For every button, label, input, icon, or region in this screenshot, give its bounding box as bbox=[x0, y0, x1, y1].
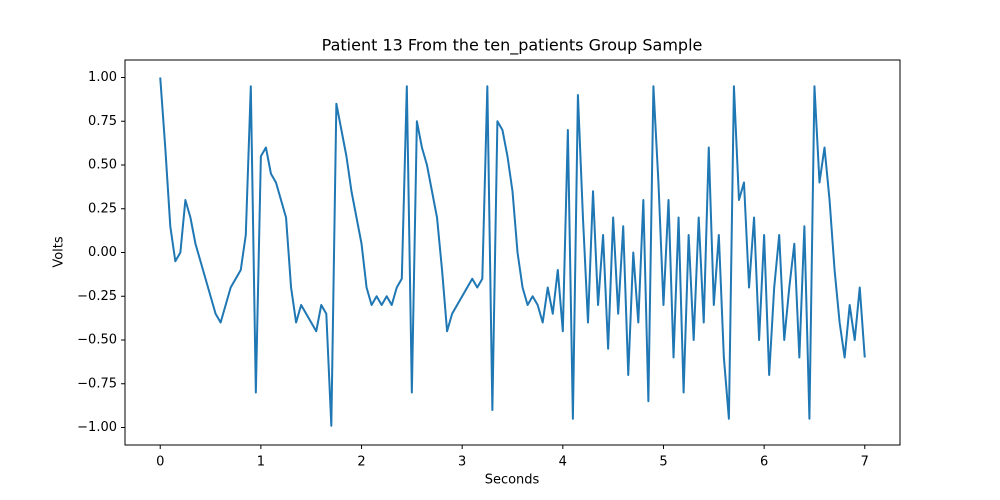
x-tick-label: 3 bbox=[458, 455, 466, 470]
data-line bbox=[159, 77, 866, 427]
plot-frame bbox=[124, 59, 901, 446]
chart-title: Patient 13 From the ten_patients Group S… bbox=[322, 36, 703, 56]
y-tick-label: 0.75 bbox=[88, 114, 117, 129]
x-tick-label: 1 bbox=[257, 455, 265, 470]
y-axis-label: Volts bbox=[52, 236, 67, 268]
y-tick-label: 0.00 bbox=[88, 245, 117, 260]
x-tick-label: 2 bbox=[357, 455, 365, 470]
y-tick-label: −0.50 bbox=[77, 333, 117, 348]
x-tick-label: 6 bbox=[760, 455, 768, 470]
x-axis-label: Seconds bbox=[485, 473, 540, 488]
y-tick-label: −1.00 bbox=[77, 420, 117, 435]
x-tick-label: 7 bbox=[861, 455, 869, 470]
y-tick-label: −0.75 bbox=[77, 376, 117, 391]
y-tick-label: 1.00 bbox=[88, 70, 117, 85]
y-tick-label: 0.25 bbox=[88, 201, 117, 216]
y-tick-label: −0.25 bbox=[77, 289, 117, 304]
x-tick-label: 0 bbox=[156, 455, 164, 470]
x-tick-label: 5 bbox=[659, 455, 667, 470]
y-tick-label: 0.50 bbox=[88, 158, 117, 173]
x-tick-label: 4 bbox=[559, 455, 567, 470]
